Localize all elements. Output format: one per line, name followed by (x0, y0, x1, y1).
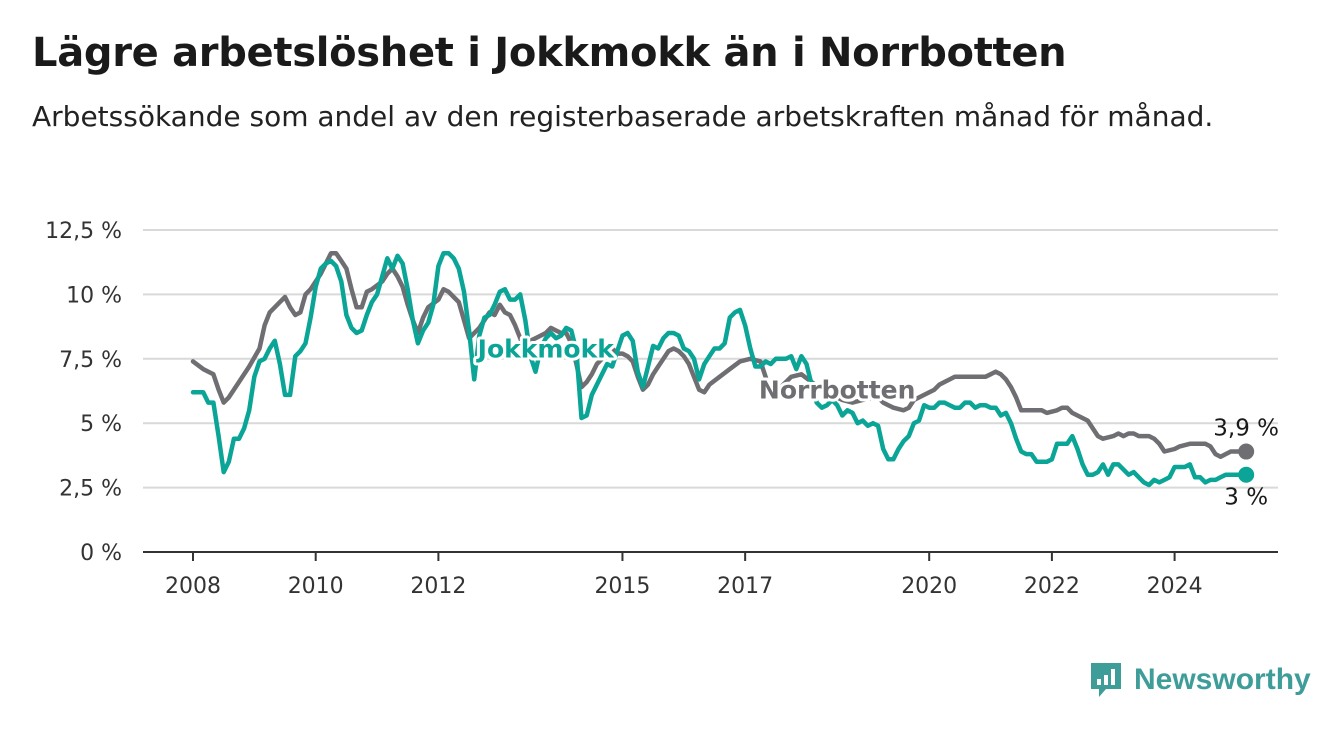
x-tick-label: 2024 (1147, 574, 1203, 599)
end-point-jokkmokk (1238, 466, 1255, 483)
series-label-jokkmokk: Jokkmokk (476, 334, 616, 363)
y-tick-label: 10 % (66, 283, 122, 308)
y-tick-label: 2,5 % (59, 477, 122, 502)
x-tick-label: 2008 (165, 574, 221, 599)
series-line-jokkmokk (190, 250, 1249, 488)
x-tick-label: 2017 (717, 574, 773, 599)
y-tick-label: 7,5 % (59, 348, 122, 373)
chart-subtitle: Arbetssökande som andel av den registerb… (32, 100, 1214, 133)
chart-title: Lägre arbetslöshet i Jokkmokk än i Norrb… (32, 30, 1067, 76)
x-tick-label: 2012 (410, 574, 466, 599)
gridlines (143, 229, 1278, 553)
newsworthy-brand: Newsworthy (1088, 660, 1311, 700)
series-line-norrbotten (190, 250, 1249, 459)
newsworthy-logo-icon (1091, 663, 1121, 697)
x-tick-label: 2020 (901, 574, 957, 599)
x-tick-label: 2010 (288, 574, 344, 599)
brand-name: Newsworthy (1134, 663, 1311, 696)
x-axis-ticks: 2008 2010 2012 2015 2017 2020 2022 2024 (165, 552, 1203, 599)
y-axis-ticks: 0 % 2,5 % 5 % 7,5 % 10 % 12,5 % (45, 219, 122, 566)
end-point-norrbotten (1238, 443, 1255, 460)
end-value-label-jokkmokk: 3 % (1224, 485, 1268, 511)
x-tick-label: 2015 (594, 574, 650, 599)
end-value-label-norrbotten: 3,9 % (1213, 416, 1279, 442)
x-tick-label: 2022 (1024, 574, 1080, 599)
y-tick-label: 0 % (80, 541, 122, 566)
y-tick-label: 5 % (80, 412, 122, 437)
series-lines (190, 250, 1249, 488)
y-tick-label: 12,5 % (45, 219, 122, 244)
series-label-norrbotten: Norrbotten (759, 376, 915, 405)
series-labels: 3,9 % 3 % Norrbotten Jokkmokk (473, 331, 1279, 511)
